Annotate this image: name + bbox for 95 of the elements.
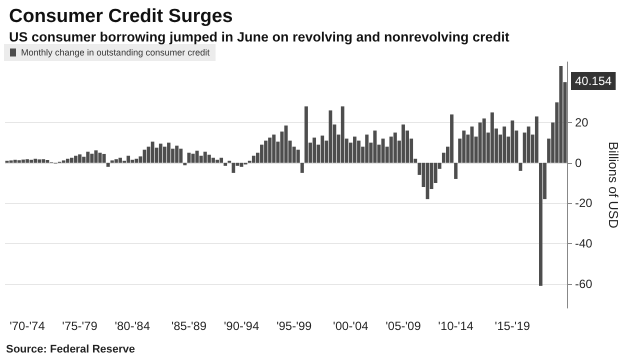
bar: [175, 146, 179, 163]
x-tick-label: '10-'14: [438, 319, 474, 333]
bar: [98, 152, 102, 163]
x-tick-label: '00-'04: [333, 319, 369, 333]
bar: [46, 160, 50, 163]
bar: [300, 162, 304, 173]
bar: [130, 160, 134, 163]
bar: [13, 160, 17, 163]
bar: [232, 162, 236, 173]
x-tick-label: '70-'74: [10, 319, 46, 333]
bar: [167, 142, 170, 163]
y-tick-label: -60: [575, 276, 593, 291]
bar: [320, 136, 324, 163]
bar: [74, 156, 78, 163]
bar: [34, 158, 38, 163]
bar: [357, 140, 360, 163]
bar: [260, 144, 264, 163]
chart-title: Consumer Credit Surges: [9, 6, 233, 27]
bar: [70, 158, 74, 163]
bar: [126, 156, 130, 163]
bar: [9, 160, 13, 163]
bar: [224, 162, 228, 166]
x-tick-label: '15-'19: [494, 319, 530, 333]
x-tick-label: '90-'94: [224, 319, 260, 333]
bar: [158, 144, 162, 163]
source-note: Source: Federal Reserve: [6, 344, 136, 356]
bar: [454, 162, 458, 179]
bar: [30, 160, 33, 163]
bar: [340, 106, 344, 163]
y-tick-label: -20: [575, 196, 593, 210]
bar: [296, 150, 300, 163]
bar: [62, 160, 66, 163]
bar: [490, 112, 494, 163]
bar: [365, 134, 369, 163]
bar: [17, 160, 21, 163]
bar: [191, 154, 195, 163]
bar: [216, 160, 219, 163]
y-axis-title: Billions of USD: [606, 142, 621, 228]
bar: [66, 158, 70, 163]
bar: [86, 152, 90, 163]
bar: [526, 126, 530, 163]
bar: [534, 116, 538, 163]
x-tick-label: '85-'89: [171, 319, 207, 333]
bar: [118, 158, 122, 163]
bar: [510, 120, 514, 163]
bar: [312, 138, 316, 163]
bar: [268, 138, 272, 163]
bar: [264, 140, 268, 163]
chart-subtitle: US consumer borrowing jumped in June on revolving and nonrevolving credit: [9, 30, 510, 44]
bar: [203, 152, 207, 163]
legend-label: Monthly change in outstanding consumer credit: [21, 48, 210, 58]
bar: [106, 162, 110, 167]
bar: [272, 134, 276, 163]
bar: [187, 152, 191, 163]
bar: [195, 150, 199, 163]
bar: [134, 158, 138, 163]
bar: [114, 159, 118, 163]
bar: [559, 66, 563, 163]
bar: [482, 118, 486, 163]
bar: [110, 160, 114, 163]
bar: [389, 136, 393, 163]
bar: [179, 148, 183, 163]
bar: [162, 146, 166, 163]
y-tick-label: 20: [575, 115, 589, 130]
bar: [102, 154, 106, 163]
text: 40.154: [575, 74, 612, 88]
bar: [373, 130, 377, 163]
bar: [42, 159, 46, 163]
x-tick-label: '95-'99: [276, 319, 312, 333]
bar: [381, 138, 385, 163]
bar: [304, 106, 308, 163]
bar: [21, 160, 25, 163]
y-tick-label: 0: [575, 156, 582, 170]
y-tick-label: -40: [575, 236, 593, 250]
bar: [402, 124, 405, 163]
x-tick-label: '05-'09: [386, 319, 422, 333]
bar: [90, 154, 94, 163]
bar: [450, 114, 454, 163]
bar: [539, 162, 542, 286]
bar: [78, 154, 82, 163]
bar: [220, 158, 224, 163]
x-tick-label: '75-'79: [62, 319, 98, 333]
bar: [26, 159, 29, 163]
bar: [150, 142, 154, 163]
bar: [207, 154, 211, 163]
x-tick-label: '80-'84: [114, 319, 150, 333]
bar: [353, 136, 356, 163]
bar: [462, 130, 466, 163]
bar: [252, 156, 256, 163]
bar: [212, 158, 215, 163]
bar: [393, 132, 397, 163]
bar: [142, 150, 146, 163]
bar: [478, 122, 482, 163]
bar: [502, 126, 506, 163]
bar: [38, 159, 42, 163]
